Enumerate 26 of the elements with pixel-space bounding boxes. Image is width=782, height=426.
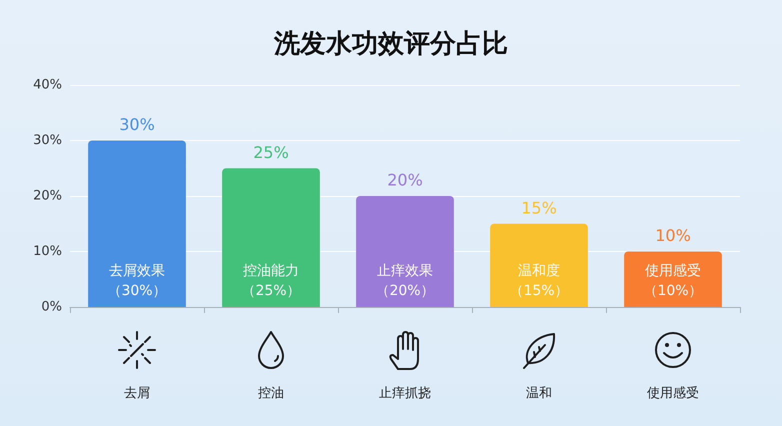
bar	[88, 140, 186, 307]
bar	[490, 224, 588, 307]
annotation: 止痒效果（20%）	[375, 263, 435, 299]
y-tick-label: 20%	[33, 188, 62, 204]
annotation: 温和度（15%）	[509, 263, 569, 299]
y-tick-label: 40%	[33, 78, 62, 92]
bar	[222, 168, 320, 307]
chart-title: 洗发水功效评分占比	[273, 29, 508, 59]
bar	[356, 196, 454, 307]
data-label: 30%	[119, 115, 155, 134]
data-label: 15%	[521, 198, 557, 218]
y-tick-label: 30%	[33, 133, 62, 148]
y-tick-label: 0%	[41, 300, 62, 314]
x-tick-label: 温和	[526, 386, 552, 401]
data-label: 25%	[253, 142, 289, 162]
annotation: 控油能力（25%）	[241, 263, 301, 299]
data-label: 10%	[655, 226, 691, 245]
data-label: 20%	[387, 170, 423, 190]
x-tick-label: 止痒抓挠	[379, 386, 431, 401]
x-tick-label: 使用感受	[647, 386, 699, 401]
y-tick-label: 10%	[33, 244, 62, 259]
annotation: 使用感受（10%）	[643, 263, 703, 299]
bar	[624, 252, 722, 307]
annotation: 去屑效果（30%）	[107, 263, 167, 299]
x-tick-label: 控油	[258, 386, 284, 401]
x-tick-label: 去屑	[124, 386, 150, 401]
